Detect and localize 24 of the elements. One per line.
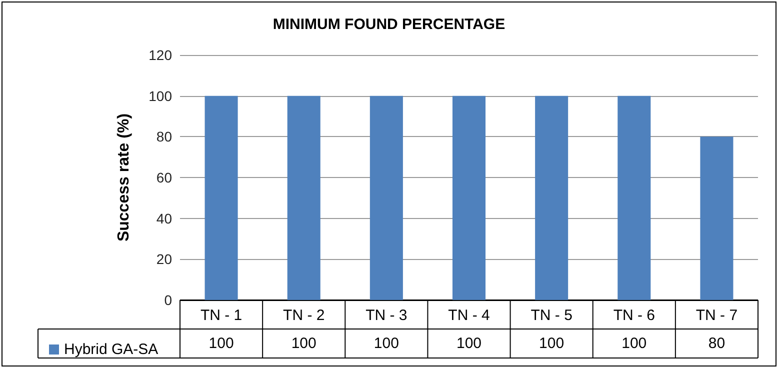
y-tick-label: 60 (156, 170, 172, 186)
data-label: 100 (456, 335, 482, 352)
data-label: 100 (539, 335, 564, 352)
y-axis-title: Success rate (%) (116, 113, 132, 242)
data-label: 100 (374, 335, 399, 352)
chart-title: MINIMUM FOUND PERCENTAGE (272, 16, 506, 33)
y-tick-label: 100 (148, 88, 172, 104)
y-tick-label: 120 (148, 47, 172, 63)
data-label: 100 (291, 335, 316, 352)
x-tick-label: TN - 6 (613, 307, 655, 324)
legend-label: Hybrid GA-SA (64, 341, 158, 358)
x-tick-label: TN - 5 (530, 307, 572, 324)
x-tick-label: TN - 7 (696, 307, 738, 324)
y-tick-label: 20 (156, 251, 172, 268)
data-label: 80 (708, 335, 726, 352)
x-tick-label: TN - 4 (448, 307, 490, 324)
data-label: 100 (208, 335, 234, 352)
x-tick-label: TN - 1 (200, 307, 242, 324)
x-tick-label: TN - 2 (283, 307, 325, 324)
y-tick-label: 40 (156, 210, 172, 226)
data-label: 100 (622, 335, 647, 352)
y-tick-label: 80 (156, 128, 172, 145)
x-tick-label: TN - 3 (366, 307, 408, 324)
y-tick-label: 0 (164, 292, 172, 308)
